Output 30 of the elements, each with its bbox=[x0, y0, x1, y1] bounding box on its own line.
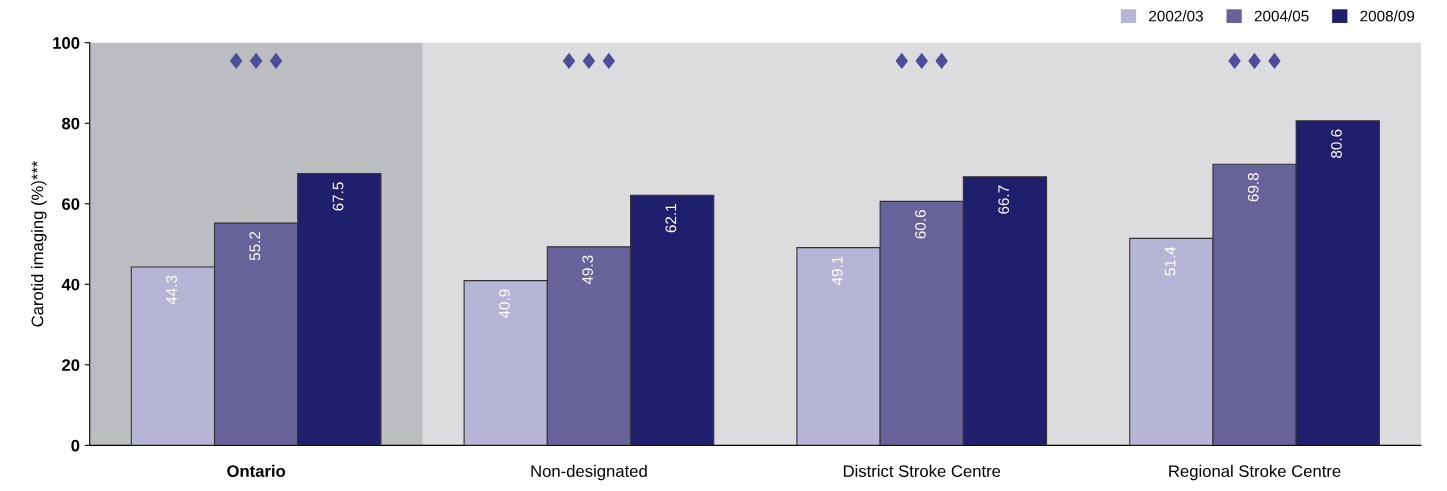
data-label: 49.3 bbox=[582, 255, 594, 285]
data-label: 49.1 bbox=[831, 256, 843, 286]
legend-label: 2008/09 bbox=[1360, 10, 1415, 22]
annotation: ♦♦♦ bbox=[1228, 52, 1281, 69]
y-tick-label: 20 bbox=[62, 359, 80, 372]
data-label: 55.2 bbox=[249, 231, 261, 261]
y-tick-label: 0 bbox=[71, 439, 80, 452]
x-tick-label: Non-designated bbox=[531, 464, 647, 481]
data-label: 67.5 bbox=[332, 182, 344, 211]
annotation: ♦♦♦ bbox=[229, 52, 283, 69]
data-label: 40.9 bbox=[499, 289, 510, 319]
annotation: ♦♦♦ bbox=[562, 52, 616, 69]
data-label: 51.4 bbox=[1164, 246, 1176, 276]
legend-label: 2004/05 bbox=[1254, 10, 1309, 22]
y-tick-label: 40 bbox=[61, 278, 80, 291]
data-label: 80.6 bbox=[1331, 129, 1342, 158]
y-axis-title: Carotid imaging (%)*** bbox=[31, 160, 47, 327]
x-tick-label: Ontario bbox=[227, 464, 286, 478]
annotation: ♦♦♦ bbox=[895, 52, 948, 69]
y-tick-label: 60 bbox=[62, 198, 80, 210]
data-label: 62.1 bbox=[665, 204, 677, 233]
x-tick-label: Regional Stroke Centre bbox=[1169, 464, 1341, 481]
data-label: 60.6 bbox=[915, 210, 926, 239]
data-label: 66.7 bbox=[998, 185, 1010, 214]
data-label: 44.3 bbox=[166, 275, 178, 305]
data-label: 69.8 bbox=[1247, 173, 1259, 202]
x-tick-label: District Stroke Centre bbox=[843, 464, 1001, 478]
y-tick-label: 80 bbox=[61, 117, 80, 130]
y-tick-label: 100 bbox=[53, 37, 80, 49]
legend-label: 2002/03 bbox=[1149, 10, 1203, 22]
